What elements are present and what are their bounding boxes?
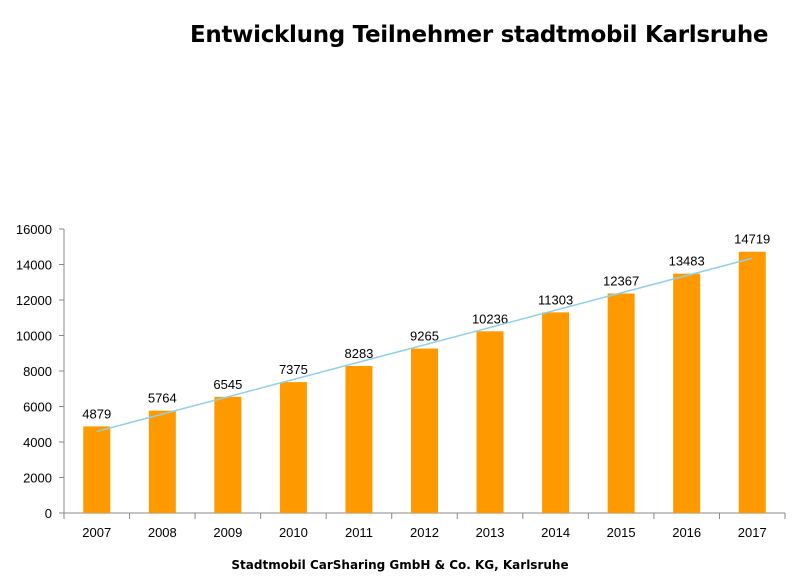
x-tick-label: 2017 xyxy=(738,525,767,540)
bar xyxy=(279,382,307,513)
data-label: 12367 xyxy=(603,273,639,288)
x-tick-label: 2008 xyxy=(148,525,177,540)
y-tick-label: 0 xyxy=(45,506,52,521)
trendline xyxy=(96,257,753,433)
bar xyxy=(411,348,438,513)
y-tick-label: 8000 xyxy=(23,364,52,379)
data-label: 6545 xyxy=(213,377,242,392)
data-label: 5764 xyxy=(148,391,177,406)
bar xyxy=(542,312,570,513)
bar xyxy=(345,365,373,513)
bar xyxy=(214,396,242,513)
bar xyxy=(476,331,504,513)
data-label: 10236 xyxy=(472,311,508,326)
x-tick-label: 2014 xyxy=(541,525,570,540)
y-tick-label: 2000 xyxy=(23,471,52,486)
data-label: 14719 xyxy=(734,232,770,247)
y-tick-label: 6000 xyxy=(23,400,52,415)
data-label: 4879 xyxy=(82,406,111,421)
y-tick-label: 16000 xyxy=(16,222,52,237)
bar xyxy=(83,426,111,513)
bar xyxy=(607,293,635,513)
bar xyxy=(738,251,766,514)
x-tick-label: 2010 xyxy=(279,525,308,540)
data-label: 7375 xyxy=(279,362,308,377)
x-tick-label: 2012 xyxy=(410,525,439,540)
x-tick-label: 2009 xyxy=(213,525,242,540)
bar xyxy=(673,273,701,513)
x-tick-label: 2007 xyxy=(82,525,111,540)
x-tick-label: 2016 xyxy=(672,525,701,540)
y-tick-label: 10000 xyxy=(16,329,52,344)
x-tick-label: 2013 xyxy=(476,525,505,540)
source-caption: Stadtmobil CarSharing GmbH & Co. KG, Kar… xyxy=(231,558,569,572)
bar xyxy=(148,410,176,513)
x-tick-label: 2011 xyxy=(345,525,373,540)
data-label: 13483 xyxy=(669,254,705,269)
y-tick-label: 12000 xyxy=(16,293,52,308)
chart-title: Entwicklung Teilnehmer stadtmobil Karlsr… xyxy=(190,22,769,48)
y-tick-label: 4000 xyxy=(23,435,52,450)
x-tick-label: 2015 xyxy=(607,525,636,540)
data-label: 9265 xyxy=(410,329,439,344)
data-label: 8283 xyxy=(344,346,373,361)
data-label: 11303 xyxy=(538,292,573,307)
y-tick-label: 14000 xyxy=(16,258,52,273)
